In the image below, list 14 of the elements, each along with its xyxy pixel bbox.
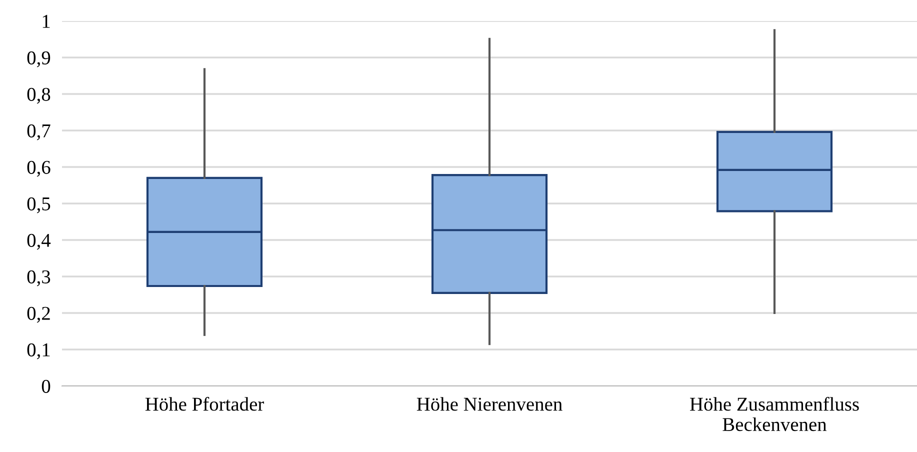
x-tick-label: Höhe Zusammenfluss Beckenvenen [690, 396, 859, 432]
y-tick-label: 0,2 [27, 306, 50, 323]
y-tick-label: 0,7 [27, 124, 50, 140]
y-tick-label: 0,8 [27, 88, 50, 104]
y-tick-label: 0,5 [27, 197, 50, 214]
x-tick-label: Höhe Nierenvenen [416, 397, 562, 411]
y-tick-label: 0,4 [27, 234, 51, 250]
y-tick-label: 1 [42, 14, 50, 28]
y-tick-label: 0,9 [27, 51, 50, 68]
y-tick-label: 0,1 [27, 343, 50, 360]
y-tick-label: 0,6 [27, 160, 50, 177]
y-tick-label: 0 [42, 380, 50, 393]
y-tick-label: 0,3 [27, 270, 50, 286]
x-tick-label: Höhe Pfortader [145, 396, 264, 411]
